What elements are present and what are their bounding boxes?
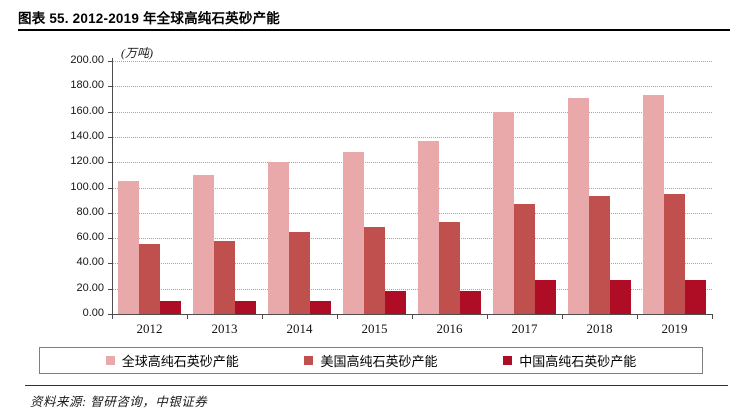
gridline: [112, 111, 712, 113]
x-axis-tick: [712, 315, 713, 319]
y-axis-unit-label: (万吨): [119, 44, 155, 61]
legend-label: 美国高纯石英砂产能: [320, 354, 438, 369]
x-tick-label: 2019: [661, 321, 688, 336]
x-tick-label: 2017: [511, 321, 538, 336]
bar-2019-series1: [643, 95, 664, 314]
x-axis-tick: [262, 315, 263, 319]
x-axis: [112, 314, 713, 315]
y-tick-label: 100.00: [70, 180, 104, 193]
bar-2012-series3: [160, 301, 181, 314]
bar-2016-series1: [418, 140, 439, 314]
legend-swatch-icon: [503, 356, 513, 365]
y-tick-label: 40.00: [76, 256, 104, 269]
bar-2014-series3: [310, 301, 331, 314]
y-tick-label: 80.00: [76, 205, 104, 218]
x-axis-tick: [337, 315, 338, 319]
gridline: [112, 187, 712, 189]
gridline: [112, 212, 712, 214]
x-axis-tick: [412, 315, 413, 319]
y-axis-tick: [108, 111, 112, 113]
bar-2013-series2: [214, 240, 235, 314]
bar-2016-series2: [439, 221, 460, 314]
bar-2014-series1: [268, 162, 289, 314]
bar-2017-series2: [514, 203, 535, 314]
legend-swatch-icon: [105, 356, 115, 365]
legend-item-1: 全球高纯石英砂产能: [105, 351, 239, 370]
x-axis-tick: [562, 315, 563, 319]
legend-label: 中国高纯石英砂产能: [519, 354, 637, 369]
bar-2019-series3: [685, 279, 706, 314]
gridline: [112, 162, 712, 164]
gridline: [112, 238, 712, 240]
x-tick-label: 2014: [286, 321, 313, 336]
bar-2012-series2: [139, 244, 160, 314]
y-tick-label: 0.00: [82, 307, 104, 319]
bar-2012-series1: [118, 181, 139, 314]
bar-2015-series3: [385, 291, 406, 314]
y-axis-tick: [108, 314, 112, 315]
bar-2018-series3: [610, 279, 631, 314]
gridline: [112, 61, 712, 62]
bar-2017-series1: [493, 111, 514, 314]
y-axis-tick: [108, 162, 112, 164]
bar-2016-series3: [460, 291, 481, 314]
y-tick-label: 60.00: [76, 231, 104, 244]
bar-2015-series1: [343, 152, 364, 314]
y-axis-tick: [108, 61, 112, 62]
y-tick-label: 180.00: [70, 79, 104, 92]
legend-item-3: 中国高纯石英砂产能: [503, 351, 636, 370]
y-axis-tick: [108, 187, 112, 189]
y-axis-tick: [108, 136, 112, 138]
bar-2018-series1: [568, 97, 589, 314]
x-tick-label: 2012: [136, 321, 163, 336]
x-axis-tick: [637, 315, 638, 319]
bar-2014-series2: [289, 231, 310, 314]
legend-label: 全球高纯石英砂产能: [121, 354, 239, 369]
footer-divider: [25, 385, 728, 386]
y-axis-tick: [108, 288, 112, 290]
bar-2017-series3: [535, 279, 556, 314]
legend-swatch-icon: [304, 356, 314, 365]
bar-2018-series2: [589, 196, 610, 314]
x-axis-tick: [487, 315, 488, 319]
y-axis-tick: [108, 86, 112, 88]
x-tick-label: 2016: [436, 321, 463, 336]
x-axis-tick: [187, 315, 188, 319]
y-axis: [112, 58, 113, 314]
y-tick-label: 140.00: [70, 129, 104, 142]
x-axis-tick: [112, 315, 113, 319]
y-tick-label: 20.00: [76, 281, 104, 294]
bar-2013-series1: [193, 174, 214, 314]
gridline: [112, 288, 712, 290]
y-axis-tick: [108, 238, 112, 240]
gridline: [112, 86, 712, 88]
legend-item-2: 美国高纯石英砂产能: [304, 351, 438, 370]
title-underline: [18, 29, 730, 31]
x-tick-label: 2013: [211, 321, 238, 336]
gridline: [112, 263, 712, 265]
x-tick-label: 2015: [361, 321, 388, 336]
chart-legend: 全球高纯石英砂产能 美国高纯石英砂产能 中国高纯石英砂产能: [39, 347, 703, 374]
gridline: [112, 136, 712, 138]
bar-2013-series3: [235, 301, 256, 314]
source-note: 资料来源: 智研咨询，中银证券: [30, 395, 208, 409]
y-axis-tick: [108, 263, 112, 265]
figure-title: 图表 55. 2012-2019 年全球高纯石英砂产能: [18, 11, 280, 26]
x-tick-label: 2018: [586, 321, 613, 336]
y-tick-label: 200.00: [70, 54, 104, 66]
bar-2015-series2: [364, 226, 385, 314]
y-tick-label: 120.00: [70, 155, 104, 168]
bar-2019-series2: [664, 193, 685, 314]
y-axis-tick: [108, 212, 112, 214]
y-tick-label: 160.00: [70, 104, 104, 117]
